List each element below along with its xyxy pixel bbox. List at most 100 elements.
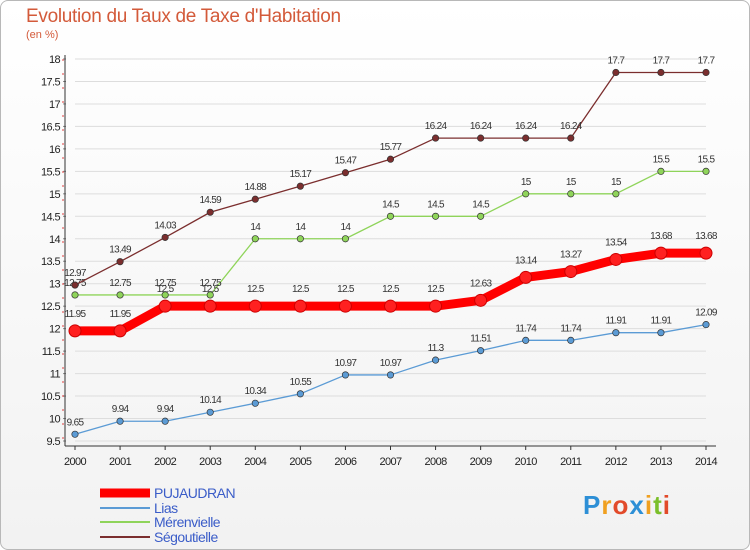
data-label: 11.74: [515, 323, 537, 334]
data-label: 14.5: [382, 199, 400, 210]
data-point: [386, 212, 395, 220]
logo-letter: t: [653, 490, 663, 520]
data-label: 12.75: [109, 278, 132, 289]
data-label: 13.68: [650, 231, 673, 242]
data-point: [203, 299, 217, 313]
data-point: [519, 270, 533, 284]
y-tick-label: 10.5: [41, 391, 60, 403]
data-point: [293, 299, 307, 313]
data-point: [474, 293, 488, 307]
data-label: 13.27: [560, 250, 583, 261]
data-point: [251, 399, 259, 407]
data-label: 12.5: [247, 284, 265, 295]
data-point: [384, 299, 397, 313]
series-line-lias: [74, 323, 707, 435]
data-label: 11.91: [605, 316, 627, 327]
data-point: [161, 233, 169, 241]
data-point: [567, 134, 575, 142]
data-label: 11.91: [651, 316, 673, 327]
x-tick-label: 2010: [515, 456, 538, 468]
y-tick-label: 14.5: [41, 211, 60, 223]
data-point: [158, 299, 172, 313]
data-label: 14: [295, 222, 306, 233]
x-tick-label: 2002: [154, 456, 177, 468]
data-point: [522, 190, 530, 198]
data-label: 12.5: [382, 284, 400, 295]
data-point: [477, 212, 485, 220]
data-point: [206, 408, 214, 416]
data-point: [432, 212, 440, 220]
x-tick-label: 2005: [289, 456, 312, 468]
logo-letter: r: [601, 490, 613, 520]
y-tick-label: 9.5: [47, 436, 61, 448]
y-tick-label: 13: [49, 279, 61, 291]
data-label: 9.65: [67, 417, 85, 428]
y-tick-label: 17.5: [41, 76, 60, 88]
data-point: [657, 329, 665, 337]
x-tick-label: 2008: [425, 456, 448, 468]
data-label: 15: [566, 177, 577, 188]
data-label: 14.59: [199, 195, 222, 206]
data-point: [116, 291, 124, 299]
data-point: [699, 246, 713, 260]
data-point: [432, 134, 440, 142]
y-tick-label: 17: [49, 99, 61, 111]
data-label: 14.5: [427, 199, 445, 210]
data-label: 14.5: [472, 199, 490, 210]
data-point: [477, 134, 485, 142]
data-label: 16.24: [470, 121, 493, 132]
data-point: [296, 390, 304, 398]
data-point: [702, 321, 710, 329]
data-point: [251, 195, 259, 203]
data-label: 16.24: [560, 121, 583, 132]
x-tick-label: 2006: [334, 456, 357, 468]
logo-letter: x: [629, 490, 645, 520]
data-point: [206, 208, 214, 216]
x-tick-label: 2001: [109, 456, 132, 468]
data-point: [386, 371, 395, 379]
data-label: 10.55: [290, 377, 313, 388]
data-label: 10.14: [199, 395, 222, 406]
data-point: [341, 169, 349, 177]
data-label: 11.95: [65, 309, 87, 320]
data-label: 16.24: [425, 121, 448, 132]
data-label: 12.5: [157, 284, 175, 295]
x-tick-label: 2004: [244, 456, 267, 468]
data-label: 17.7: [653, 55, 671, 66]
data-point: [609, 252, 623, 266]
y-tick-label: 14: [49, 234, 61, 246]
data-label: 13.49: [109, 245, 132, 256]
data-point: [702, 167, 710, 175]
data-point: [251, 235, 259, 243]
x-tick-label: 2000: [64, 456, 87, 468]
data-label: 14.88: [245, 182, 268, 193]
x-tick-label: 2012: [605, 456, 628, 468]
x-tick-label: 2009: [470, 456, 493, 468]
data-point: [113, 324, 127, 338]
data-point: [338, 299, 352, 313]
logo-letter: i: [644, 490, 654, 520]
data-label: 12.09: [695, 308, 718, 319]
y-tick-label: 18: [49, 54, 61, 66]
proxiti-logo: Proxiti: [583, 490, 671, 521]
data-point: [432, 356, 440, 364]
data-label: 14: [341, 222, 352, 233]
data-point: [522, 336, 530, 344]
data-point: [341, 371, 349, 379]
data-point: [341, 235, 349, 243]
logo-letter: P: [583, 490, 602, 520]
data-label: 15.47: [335, 156, 358, 167]
data-point: [296, 182, 304, 190]
data-label: 12.5: [292, 284, 310, 295]
legend-label: Ségoutielle: [154, 529, 218, 545]
y-tick-label: 12: [49, 324, 61, 336]
data-label: 10.97: [380, 358, 403, 369]
data-point: [429, 299, 443, 313]
data-point: [612, 329, 620, 337]
y-tick-label: 10: [49, 414, 61, 426]
x-tick-label: 2003: [199, 456, 222, 468]
data-label: 13.14: [515, 255, 538, 266]
data-label: 12.5: [202, 284, 220, 295]
